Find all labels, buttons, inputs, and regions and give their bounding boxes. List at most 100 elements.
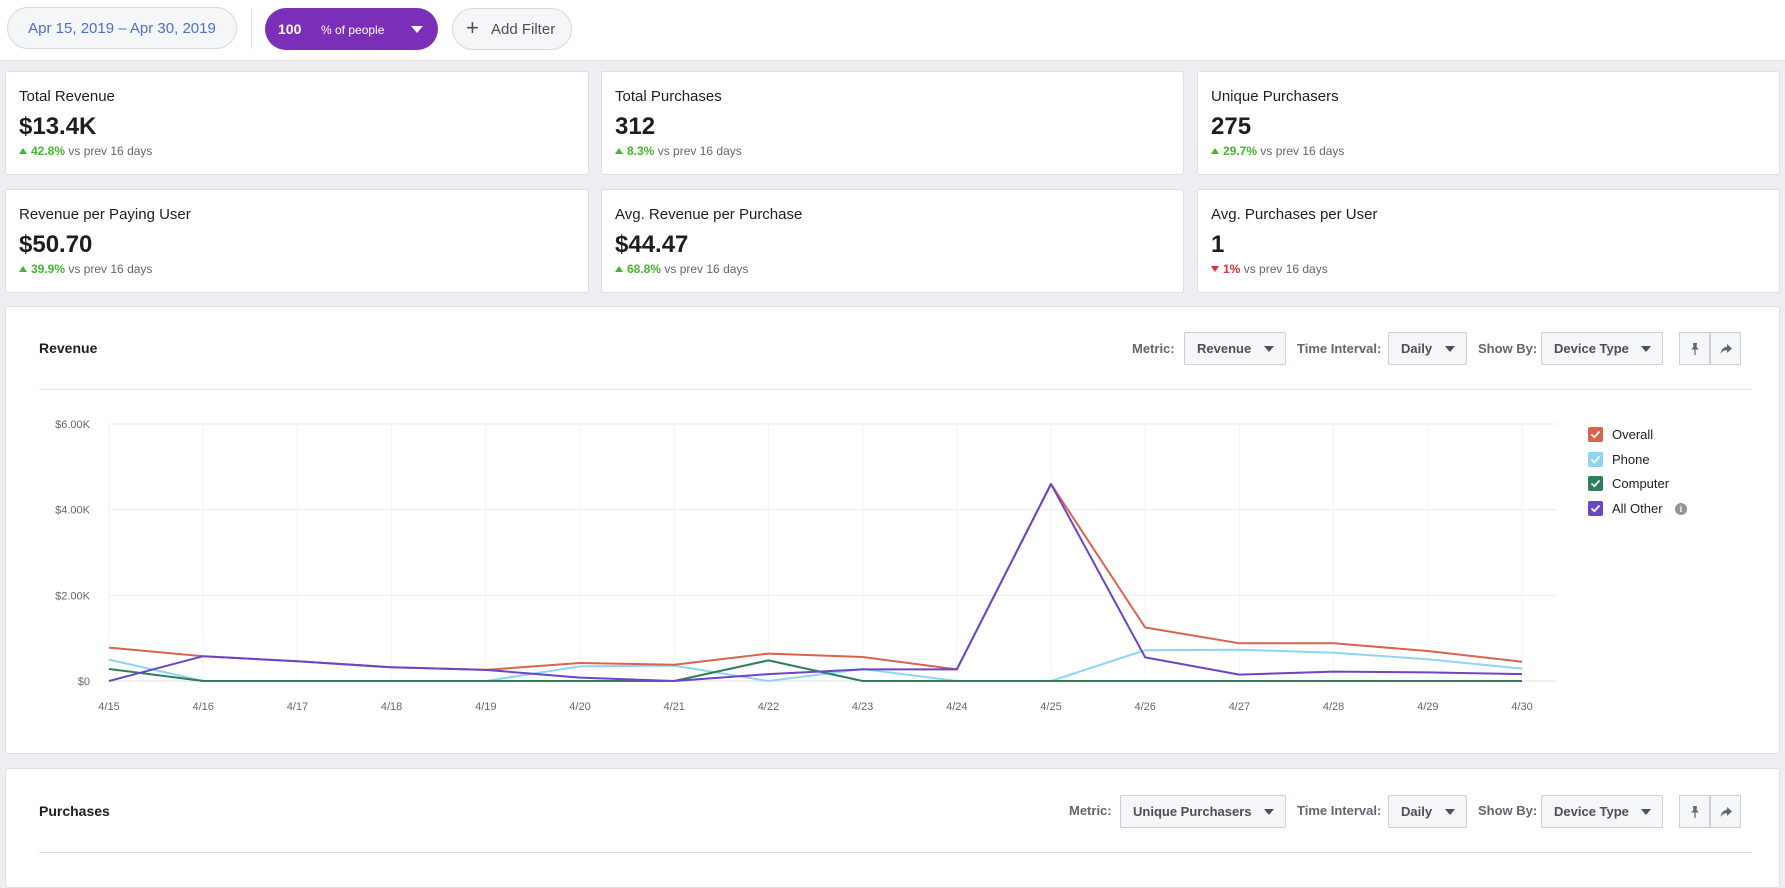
checkbox-checked-icon [1588,452,1603,467]
filter-bar: Apr 15, 2019 – Apr 30, 2019 100 % of peo… [0,0,1785,61]
metric-dropdown[interactable]: Unique Purchasers [1120,795,1286,828]
legend-label: Computer [1612,476,1670,491]
revenue-line-chart: $0 $2.00K $4.00K $6.00K 4/15 4/16 4/17 4/18 4/19… [55,419,1556,713]
metric-value: $50.70 [19,231,93,258]
panel-title: Purchases [39,803,110,819]
metric-change: 8.3% vs prev 16 days [615,144,742,158]
x-tick-label: 4/21 [663,701,684,713]
date-range-picker[interactable]: Apr 15, 2019 – Apr 30, 2019 [7,7,237,49]
x-tick-label: 4/20 [569,701,590,713]
legend-label: Overall [1612,427,1654,442]
metric-title: Unique Purchasers [1211,88,1339,105]
change-suffix: vs prev 16 days [68,144,153,158]
show-by-label: Show By: [1478,803,1538,818]
x-tick-label: 4/16 [192,701,213,713]
time-interval-value: Daily [1401,804,1433,819]
change-percent: 29.7% [1223,144,1258,158]
series-line-all-other [108,483,1523,682]
x-tick-label: 4/24 [946,701,967,713]
x-tick-label: 4/18 [381,701,402,713]
add-filter-button[interactable]: + Add Filter [452,8,572,50]
metric-change: 42.8% vs prev 16 days [19,144,152,158]
metric-change: 39.9% vs prev 16 days [19,262,152,276]
x-tick-label: 4/26 [1134,701,1155,713]
y-tick-label: $4.00K [55,505,91,517]
pin-icon [1690,805,1699,818]
legend-label: Phone [1612,452,1650,467]
panel-divider [39,852,1752,853]
change-percent: 68.8% [627,262,662,276]
metric-title: Total Revenue [19,88,115,105]
metric-title: Avg. Purchases per User [1211,206,1378,223]
metric-dropdown[interactable]: Revenue [1184,332,1286,365]
metric-title: Avg. Revenue per Purchase [615,206,803,223]
metric-card-avg-purchases-per-user: Avg. Purchases per User 1 1% vs prev 16 … [1197,189,1780,293]
show-by-value: Device Type [1554,341,1629,356]
pin-icon [1690,342,1699,355]
metric-change: 68.8% vs prev 16 days [615,262,748,276]
chevron-down-icon [1264,346,1274,352]
metric-value: 1 [1211,231,1225,258]
metric-card-total-revenue: Total Revenue $13.4K 42.8% vs prev 16 da… [5,71,589,175]
arrow-up-icon [1211,148,1219,154]
share-button[interactable] [1710,795,1741,828]
metric-card-avg-revenue-per-purchase: Avg. Revenue per Purchase $44.47 68.8% v… [601,189,1184,293]
chevron-down-icon [411,26,423,33]
divider [251,9,252,49]
share-button[interactable] [1710,332,1741,365]
x-tick-label: 4/27 [1229,701,1250,713]
panel-title: Revenue [39,340,98,356]
series-line-computer [108,659,1522,682]
x-tick-label: 4/17 [287,701,308,713]
show-by-dropdown[interactable]: Device Type [1541,795,1663,828]
x-tick-label: 4/30 [1511,701,1532,713]
panel-divider [39,389,1752,390]
arrow-up-icon [19,266,27,272]
metric-title: Revenue per Paying User [19,206,191,223]
chevron-down-icon [1445,346,1455,352]
y-tick-label: $2.00K [55,590,91,602]
add-filter-label: Add Filter [491,21,556,38]
show-by-dropdown[interactable]: Device Type [1541,332,1663,365]
change-suffix: vs prev 16 days [664,262,749,276]
segment-selector[interactable]: 100 % of people [265,8,438,50]
plus-icon: + [466,15,479,40]
metric-value: 312 [615,113,656,140]
share-icon [1720,806,1732,817]
pin-button[interactable] [1679,332,1710,365]
pin-button[interactable] [1679,795,1710,828]
change-percent: 1% [1223,262,1241,276]
arrow-up-icon [615,148,623,154]
arrow-up-icon [615,266,623,272]
x-tick-label: 4/29 [1417,701,1438,713]
change-suffix: vs prev 16 days [1260,144,1345,158]
x-tick-label: 4/23 [852,701,873,713]
metric-title: Total Purchases [615,88,722,105]
show-by-label: Show By: [1478,341,1538,356]
segment-label: % of people [321,23,385,37]
x-tick-label: 4/15 [98,701,119,713]
series-line-overall [108,483,1523,671]
metric-card-revenue-per-paying-user: Revenue per Paying User $50.70 39.9% vs … [5,189,589,293]
checkbox-checked-icon [1588,476,1603,491]
info-icon[interactable]: i [1675,503,1687,515]
metric-value: $13.4K [19,113,97,140]
segment-percent: 100 [278,21,302,37]
purchases-chart-panel: Purchases Metric: Unique Purchasers Time… [5,768,1780,888]
x-tick-label: 4/25 [1040,701,1061,713]
time-interval-dropdown[interactable]: Daily [1388,795,1467,828]
y-tick-label: $6.00K [55,419,91,431]
metric-card-total-purchases: Total Purchases 312 8.3% vs prev 16 days [601,71,1184,175]
time-interval-dropdown[interactable]: Daily [1388,332,1467,365]
metric-change: 1% vs prev 16 days [1211,262,1328,276]
metric-dropdown-value: Revenue [1197,341,1252,356]
show-by-value: Device Type [1554,804,1629,819]
time-interval-label: Time Interval: [1297,803,1382,818]
chevron-down-icon [1445,809,1455,815]
time-interval-value: Daily [1401,341,1433,356]
arrow-up-icon [19,148,27,154]
checkbox-checked-icon [1588,501,1603,516]
change-suffix: vs prev 16 days [1243,262,1328,276]
revenue-chart-panel: Revenue Metric: Revenue Time Interval: D… [5,306,1780,754]
metric-label: Metric: [1132,341,1175,356]
